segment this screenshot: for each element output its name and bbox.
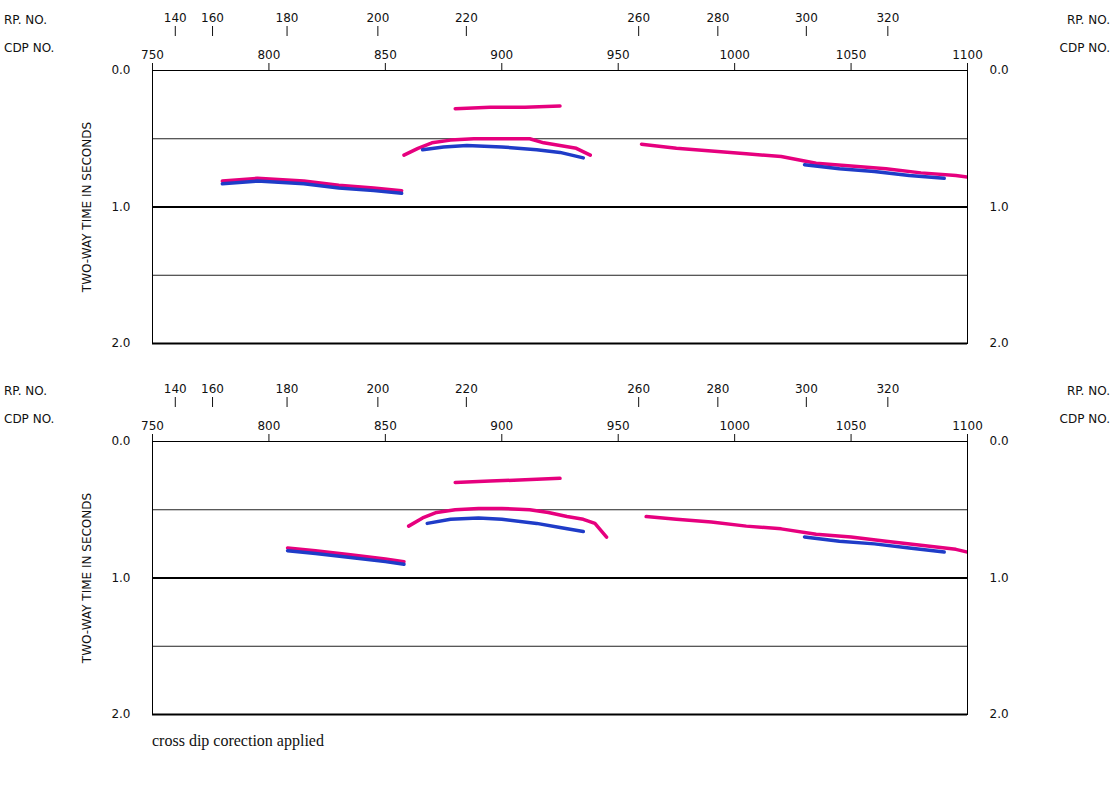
svg-text:1050: 1050 bbox=[836, 419, 867, 433]
svg-text:850: 850 bbox=[374, 419, 397, 433]
svg-text:260: 260 bbox=[627, 382, 650, 396]
svg-text:750: 750 bbox=[141, 419, 164, 433]
svg-text:CDP NO.: CDP NO. bbox=[4, 41, 54, 55]
svg-text:900: 900 bbox=[490, 48, 513, 62]
svg-text:800: 800 bbox=[257, 48, 280, 62]
svg-text:180: 180 bbox=[276, 382, 299, 396]
svg-text:2.0: 2.0 bbox=[990, 336, 1009, 350]
svg-text:RP. NO.: RP. NO. bbox=[1067, 13, 1110, 27]
svg-text:TWO-WAY TIME IN SECONDS: TWO-WAY TIME IN SECONDS bbox=[80, 122, 94, 293]
svg-text:CDP NO.: CDP NO. bbox=[1060, 41, 1110, 55]
svg-text:RP. NO.: RP. NO. bbox=[4, 13, 47, 27]
svg-text:260: 260 bbox=[627, 11, 650, 25]
svg-text:1.0: 1.0 bbox=[990, 200, 1009, 214]
svg-text:220: 220 bbox=[455, 382, 478, 396]
svg-text:CDP NO.: CDP NO. bbox=[4, 412, 54, 426]
svg-text:TWO-WAY TIME IN SECONDS: TWO-WAY TIME IN SECONDS bbox=[80, 493, 94, 664]
svg-text:180: 180 bbox=[276, 11, 299, 25]
svg-text:300: 300 bbox=[795, 11, 818, 25]
svg-text:280: 280 bbox=[706, 11, 729, 25]
html-text:cross dip corection applied: cross dip corection applied bbox=[152, 732, 324, 749]
svg-text:320: 320 bbox=[876, 382, 899, 396]
svg-text:1.0: 1.0 bbox=[990, 571, 1009, 585]
svg-text:280: 280 bbox=[706, 382, 729, 396]
svg-text:2.0: 2.0 bbox=[990, 707, 1009, 721]
svg-text:900: 900 bbox=[490, 419, 513, 433]
svg-text:0.0: 0.0 bbox=[990, 63, 1009, 77]
svg-text:2.0: 2.0 bbox=[111, 336, 130, 350]
svg-text:850: 850 bbox=[374, 48, 397, 62]
svg-text:1100: 1100 bbox=[952, 48, 983, 62]
svg-text:0.0: 0.0 bbox=[111, 434, 130, 448]
svg-text:0.0: 0.0 bbox=[990, 434, 1009, 448]
svg-text:1.0: 1.0 bbox=[111, 200, 130, 214]
svg-text:1.0: 1.0 bbox=[111, 571, 130, 585]
svg-text:1000: 1000 bbox=[719, 48, 750, 62]
svg-text:200: 200 bbox=[366, 11, 389, 25]
svg-text:200: 200 bbox=[366, 382, 389, 396]
svg-text:220: 220 bbox=[455, 11, 478, 25]
svg-text:1100: 1100 bbox=[952, 419, 983, 433]
svg-text:300: 300 bbox=[795, 382, 818, 396]
svg-text:1050: 1050 bbox=[836, 48, 867, 62]
svg-text:CDP NO.: CDP NO. bbox=[1060, 412, 1110, 426]
svg-text:1000: 1000 bbox=[719, 419, 750, 433]
svg-text:RP. NO.: RP. NO. bbox=[1067, 384, 1110, 398]
svg-text:320: 320 bbox=[876, 11, 899, 25]
svg-text:0.0: 0.0 bbox=[111, 63, 130, 77]
svg-text:RP. NO.: RP. NO. bbox=[4, 384, 47, 398]
svg-text:160: 160 bbox=[201, 382, 224, 396]
svg-text:950: 950 bbox=[607, 419, 630, 433]
svg-text:140: 140 bbox=[164, 382, 187, 396]
svg-text:160: 160 bbox=[201, 11, 224, 25]
svg-text:750: 750 bbox=[141, 48, 164, 62]
svg-text:140: 140 bbox=[164, 11, 187, 25]
svg-text:2.0: 2.0 bbox=[111, 707, 130, 721]
svg-text:800: 800 bbox=[257, 419, 280, 433]
svg-text:950: 950 bbox=[607, 48, 630, 62]
